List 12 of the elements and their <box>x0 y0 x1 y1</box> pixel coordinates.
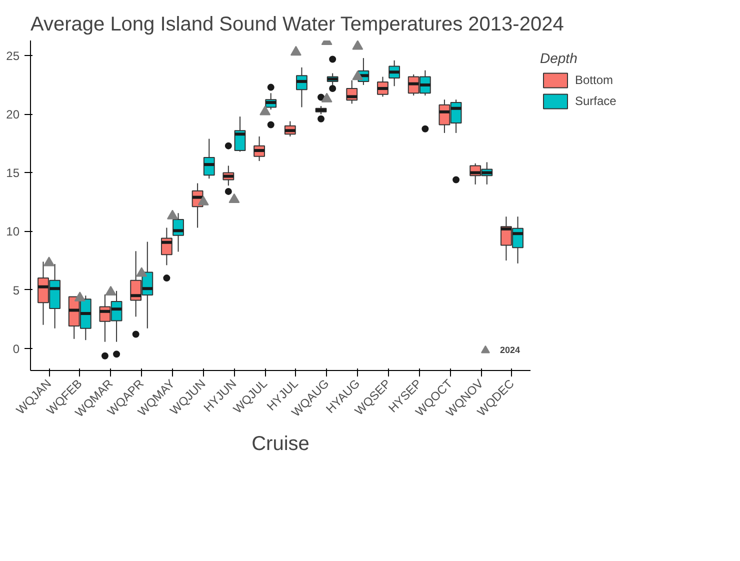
x-axis-title: Cruise <box>252 432 310 455</box>
y-tick-label: 15 <box>6 166 20 180</box>
y-tick-label: 10 <box>6 224 20 239</box>
legend-title: Depth <box>540 50 578 66</box>
y-tick-label: 0 <box>12 342 20 356</box>
chart-title: Average Long Island Sound Water Temperatures 2013-2024 <box>30 14 564 36</box>
y-tick-label: 20 <box>6 108 20 122</box>
legend-label: Bottom <box>575 73 614 87</box>
y-tick-label: 25 <box>6 49 20 64</box>
legend-label: 2024 <box>500 345 520 355</box>
legend-label: Surface <box>575 94 616 108</box>
y-tick-label: 5 <box>12 283 20 298</box>
